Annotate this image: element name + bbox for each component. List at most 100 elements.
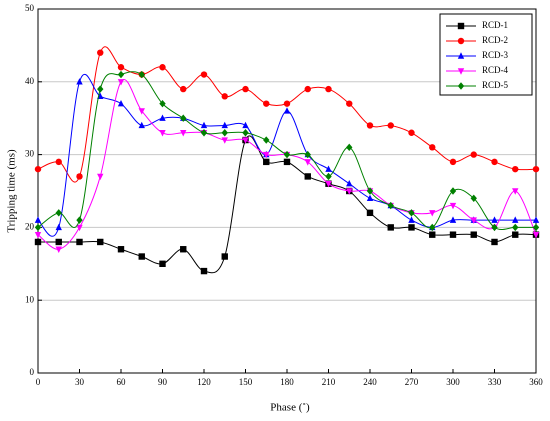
marker	[532, 216, 540, 223]
marker	[117, 246, 125, 253]
marker	[159, 130, 166, 137]
marker	[512, 223, 519, 232]
marker	[491, 238, 498, 246]
marker	[408, 129, 415, 136]
marker	[470, 194, 477, 202]
marker	[76, 216, 83, 224]
marker	[470, 151, 477, 158]
marker	[180, 114, 187, 122]
marker	[200, 267, 208, 275]
marker	[346, 180, 353, 187]
marker	[457, 52, 465, 59]
marker	[470, 217, 477, 224]
legend-label: RCD-4	[482, 65, 509, 75]
x-tick-label: 30	[75, 377, 85, 387]
x-tick-label: 330	[488, 377, 502, 387]
marker	[221, 253, 228, 260]
y-tick-label: 20	[25, 221, 35, 231]
marker	[200, 71, 208, 78]
marker	[263, 158, 270, 166]
marker	[408, 209, 415, 217]
marker	[138, 70, 145, 79]
marker	[366, 122, 374, 129]
x-tick-label: 120	[197, 377, 211, 387]
marker	[180, 130, 187, 137]
x-tick-label: 180	[280, 377, 294, 387]
marker	[283, 158, 291, 166]
marker	[34, 223, 42, 232]
marker	[117, 64, 125, 71]
y-tick-label: 0	[30, 367, 35, 377]
y-tick-label: 30	[25, 149, 35, 159]
marker	[457, 22, 465, 30]
marker	[242, 137, 249, 144]
marker	[221, 93, 228, 100]
marker	[449, 187, 457, 195]
marker	[34, 165, 42, 173]
marker	[221, 121, 228, 129]
marker	[97, 49, 104, 56]
marker	[429, 231, 436, 238]
marker	[221, 129, 228, 137]
marker	[366, 187, 374, 195]
marker	[449, 216, 457, 223]
marker	[470, 231, 477, 238]
y-tick-label: 50	[25, 3, 35, 13]
marker	[429, 210, 436, 217]
legend-label: RCD-3	[482, 50, 509, 60]
x-tick-label: 0	[36, 377, 41, 387]
plot-frame	[37, 8, 537, 374]
marker	[325, 85, 332, 93]
marker	[242, 121, 249, 129]
marker	[138, 121, 145, 129]
x-tick-label: 60	[117, 377, 127, 387]
marker	[180, 85, 187, 93]
marker	[408, 224, 415, 231]
marker	[55, 223, 62, 231]
x-tick-label: 270	[405, 377, 419, 387]
marker	[512, 216, 519, 223]
x-tick-label: 150	[239, 377, 253, 387]
marker	[76, 78, 83, 85]
marker	[242, 85, 249, 93]
marker	[34, 216, 42, 223]
marker	[325, 172, 332, 181]
legend-box	[439, 13, 533, 96]
marker	[97, 238, 104, 246]
marker	[387, 224, 394, 231]
marker	[159, 260, 166, 267]
marker	[55, 246, 62, 253]
marker	[263, 100, 270, 107]
marker	[304, 173, 311, 180]
x-tick-label: 360	[529, 377, 543, 387]
marker	[180, 246, 187, 253]
marker	[263, 151, 270, 159]
marker	[429, 223, 436, 232]
marker	[387, 201, 394, 210]
marker	[283, 150, 291, 159]
legend-label: RCD-1	[482, 20, 508, 30]
marker	[457, 37, 465, 45]
marker	[346, 100, 353, 107]
marker	[34, 231, 42, 239]
marker	[159, 64, 166, 71]
marker	[117, 79, 125, 86]
y-tick-label: 40	[25, 76, 35, 86]
x-tick-label: 240	[363, 377, 377, 387]
marker	[76, 173, 83, 180]
marker	[34, 238, 42, 246]
marker	[512, 188, 519, 195]
marker	[117, 99, 125, 107]
marker	[512, 231, 519, 238]
marker	[512, 165, 519, 173]
marker	[55, 209, 62, 217]
marker	[304, 85, 311, 93]
marker	[366, 209, 374, 217]
marker	[325, 181, 332, 188]
marker	[532, 231, 540, 239]
marker	[138, 253, 145, 260]
marker	[457, 68, 465, 75]
marker	[491, 223, 498, 232]
x-tick-label: 90	[158, 377, 168, 387]
marker	[346, 143, 353, 152]
